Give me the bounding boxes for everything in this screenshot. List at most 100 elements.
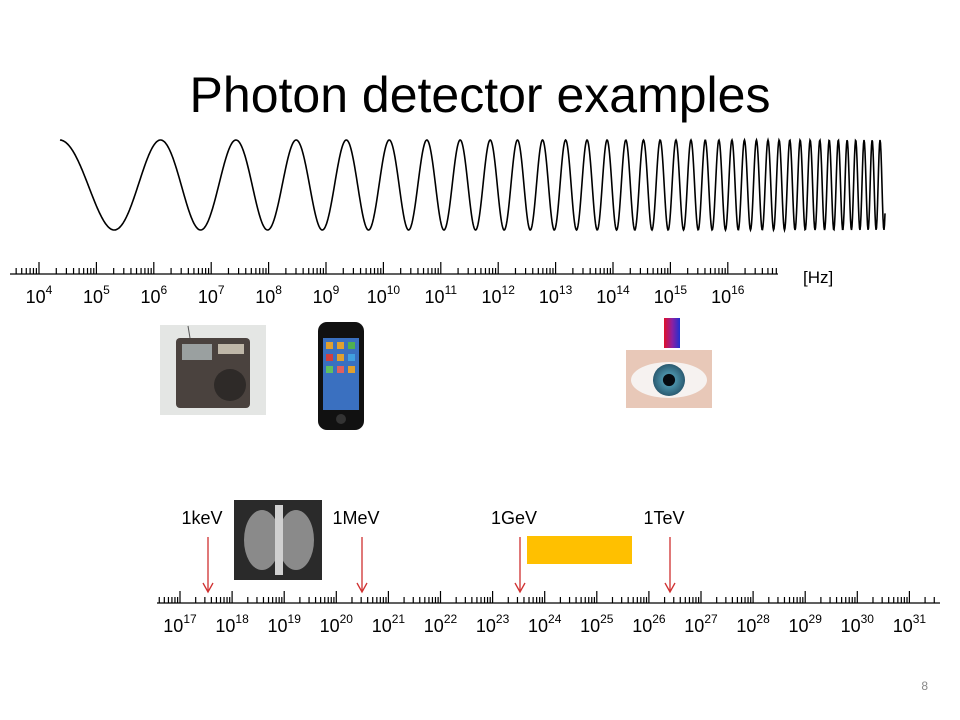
tick-base: 10 bbox=[215, 616, 235, 636]
marker-arrowhead bbox=[514, 582, 526, 594]
tick-exponent: 26 bbox=[652, 612, 666, 626]
visible-spectrum bbox=[664, 318, 680, 348]
tick-label: 1020 bbox=[320, 612, 354, 636]
tick-exponent: 18 bbox=[235, 612, 249, 626]
tick-exponent: 27 bbox=[704, 612, 718, 626]
tick-label: 1031 bbox=[893, 612, 927, 636]
tick-exponent: 15 bbox=[674, 283, 688, 297]
tick-label: 109 bbox=[313, 283, 340, 307]
tick-exponent: 9 bbox=[333, 283, 340, 297]
highlight-box bbox=[527, 536, 632, 564]
tick-exponent: 6 bbox=[160, 283, 167, 297]
tick-label: 1015 bbox=[654, 283, 688, 307]
tick-label: 1014 bbox=[596, 283, 630, 307]
energy-label: 1keV bbox=[181, 508, 222, 528]
tick-exponent: 16 bbox=[731, 283, 745, 297]
wave bbox=[59, 137, 886, 234]
tick-exponent: 30 bbox=[861, 612, 875, 626]
marker-arrowhead bbox=[202, 582, 214, 594]
tick-label: 104 bbox=[26, 283, 53, 307]
marker-arrowhead bbox=[356, 582, 368, 594]
tick-exponent: 10 bbox=[387, 283, 401, 297]
tick-exponent: 7 bbox=[218, 283, 225, 297]
tick-base: 10 bbox=[425, 287, 445, 307]
tick-exponent: 13 bbox=[559, 283, 573, 297]
tick-base: 10 bbox=[367, 287, 387, 307]
tick-label: 1018 bbox=[215, 612, 249, 636]
axis: 1017 1018 1019 1020 1021 1022 1023 1024 1025 1026… bbox=[157, 591, 940, 636]
tick-label: 1010 bbox=[367, 283, 401, 307]
radio-image bbox=[160, 325, 266, 415]
tick-base: 10 bbox=[255, 287, 275, 307]
tick-base: 10 bbox=[320, 616, 340, 636]
energy-marker: 1TeV bbox=[643, 508, 685, 594]
axis: 104 105 106 107 108 109 1010 1011 1012 1013 1014 10… bbox=[10, 262, 778, 307]
tick-exponent: 17 bbox=[183, 612, 197, 626]
tick-label: 1016 bbox=[711, 283, 745, 307]
tick-exponent: 8 bbox=[275, 283, 282, 297]
tick-exponent: 29 bbox=[809, 612, 823, 626]
tick-label: 107 bbox=[198, 283, 225, 307]
tick-base: 10 bbox=[684, 616, 704, 636]
tick-label: 1017 bbox=[163, 612, 197, 636]
tick-label: 1022 bbox=[424, 612, 458, 636]
energy-label: 1GeV bbox=[491, 508, 537, 528]
tick-label: 1028 bbox=[736, 612, 770, 636]
slide-title: Photon detector examples bbox=[190, 67, 771, 123]
tick-exponent: 22 bbox=[444, 612, 458, 626]
tick-exponent: 19 bbox=[288, 612, 302, 626]
tick-label: 1019 bbox=[268, 612, 302, 636]
tick-label: 108 bbox=[255, 283, 282, 307]
tick-label: 1011 bbox=[425, 283, 458, 307]
tick-label: 1024 bbox=[528, 612, 562, 636]
tick-exponent: 28 bbox=[756, 612, 770, 626]
energy-marker: 1GeV bbox=[491, 508, 537, 594]
tick-base: 10 bbox=[539, 287, 559, 307]
tick-base: 10 bbox=[313, 287, 333, 307]
tick-label: 1030 bbox=[841, 612, 875, 636]
page-number: 8 bbox=[921, 679, 928, 693]
tick-base: 10 bbox=[654, 287, 674, 307]
energy-label: 1MeV bbox=[332, 508, 379, 528]
tick-base: 10 bbox=[528, 616, 548, 636]
tick-exponent: 14 bbox=[616, 283, 630, 297]
energy-marker: 1keV bbox=[181, 508, 223, 594]
tick-base: 10 bbox=[163, 616, 183, 636]
tick-base: 10 bbox=[789, 616, 809, 636]
tick-base: 10 bbox=[580, 616, 600, 636]
tick-label: 1023 bbox=[476, 612, 510, 636]
tick-base: 10 bbox=[476, 616, 496, 636]
tick-base: 10 bbox=[841, 616, 861, 636]
tick-label: 1029 bbox=[789, 612, 823, 636]
tick-base: 10 bbox=[26, 287, 46, 307]
tick-base: 10 bbox=[711, 287, 731, 307]
tick-exponent: 12 bbox=[502, 283, 516, 297]
tick-label: 1021 bbox=[372, 612, 406, 636]
tick-exponent: 4 bbox=[46, 283, 53, 297]
tick-label: 1013 bbox=[539, 283, 573, 307]
tick-base: 10 bbox=[596, 287, 616, 307]
tick-base: 10 bbox=[482, 287, 502, 307]
tick-base: 10 bbox=[424, 616, 444, 636]
tick-label: 1027 bbox=[684, 612, 718, 636]
tick-exponent: 20 bbox=[340, 612, 354, 626]
tick-base: 10 bbox=[83, 287, 103, 307]
tick-exponent: 21 bbox=[392, 612, 406, 626]
tick-exponent: 11 bbox=[445, 283, 458, 297]
tick-label: 106 bbox=[140, 283, 167, 307]
tick-label: 1012 bbox=[482, 283, 516, 307]
tick-exponent: 23 bbox=[496, 612, 510, 626]
tick-base: 10 bbox=[893, 616, 913, 636]
tick-exponent: 5 bbox=[103, 283, 110, 297]
phone-image bbox=[318, 322, 364, 430]
tick-exponent: 25 bbox=[600, 612, 614, 626]
tick-base: 10 bbox=[268, 616, 288, 636]
marker-arrowhead bbox=[664, 582, 676, 594]
xray-image bbox=[234, 500, 322, 580]
tick-label: 1026 bbox=[632, 612, 666, 636]
tick-label: 105 bbox=[83, 283, 110, 307]
tick-exponent: 24 bbox=[548, 612, 562, 626]
tick-label: 1025 bbox=[580, 612, 614, 636]
tick-base: 10 bbox=[632, 616, 652, 636]
